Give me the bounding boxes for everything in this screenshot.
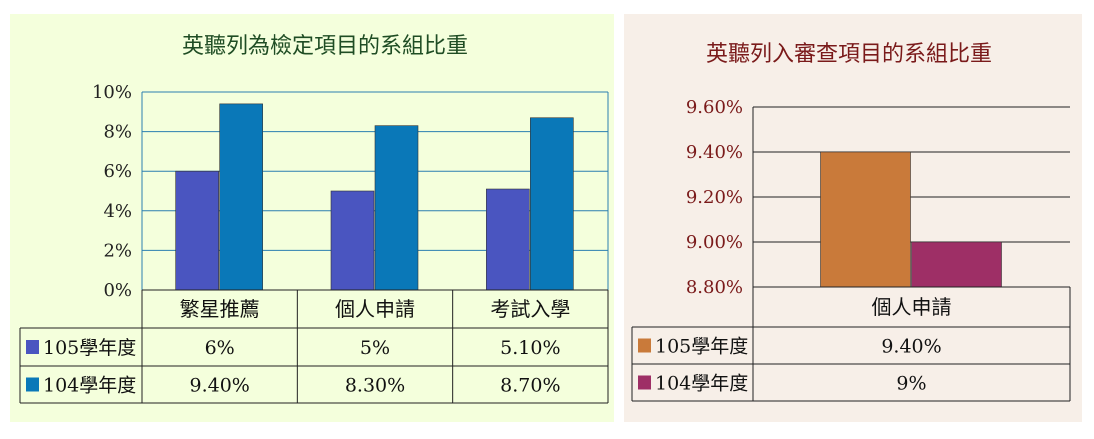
bar bbox=[911, 241, 1002, 288]
legend-swatch bbox=[26, 340, 39, 354]
bar bbox=[374, 125, 419, 291]
bar bbox=[219, 103, 263, 291]
y-tick-label: 6% bbox=[103, 161, 132, 182]
legend-label: 104學年度 bbox=[655, 373, 748, 395]
bar bbox=[820, 151, 911, 288]
data-label: 9.40% bbox=[881, 336, 941, 358]
y-tick-label: 2% bbox=[103, 240, 132, 261]
chart-title: 英聽列為檢定項目的系組比重 bbox=[182, 34, 469, 59]
legend-swatch bbox=[638, 338, 651, 353]
bar bbox=[330, 190, 375, 291]
data-label: 8.70% bbox=[500, 375, 560, 397]
legend-swatch bbox=[638, 375, 651, 390]
legend-label: 105學年度 bbox=[43, 337, 136, 359]
x-category-label: 個人申請 bbox=[872, 295, 952, 319]
y-tick-label: 8.80% bbox=[686, 277, 743, 298]
y-tick-label: 8% bbox=[103, 122, 132, 143]
data-label: 9.40% bbox=[189, 375, 249, 397]
x-category-label: 考試入學 bbox=[490, 297, 570, 321]
bar bbox=[175, 170, 219, 291]
data-label: 9% bbox=[896, 373, 926, 395]
right-chart-panel: 英聽列入審查項目的系組比重 bbox=[624, 14, 1082, 422]
data-label: 8.30% bbox=[345, 375, 405, 397]
y-tick-label: 0% bbox=[103, 280, 132, 301]
y-tick-label: 4% bbox=[103, 201, 132, 222]
legend-label: 104學年度 bbox=[43, 375, 136, 397]
data-label: 6% bbox=[205, 337, 235, 359]
data-label: 5% bbox=[360, 337, 390, 359]
legend-label: 105學年度 bbox=[655, 336, 748, 358]
y-tick-label: 9.40% bbox=[686, 142, 743, 163]
y-tick-label: 9.20% bbox=[686, 187, 743, 208]
legend-swatch bbox=[26, 377, 39, 392]
data-label: 5.10% bbox=[500, 337, 560, 359]
x-category-label: 個人申請 bbox=[335, 297, 415, 321]
chart-title: 英聽列入審查項目的系組比重 bbox=[706, 42, 993, 67]
y-tick-label: 9.00% bbox=[686, 232, 743, 253]
y-tick-label: 9.60% bbox=[686, 97, 743, 118]
bar bbox=[486, 188, 530, 291]
y-tick-label: 10% bbox=[92, 82, 132, 103]
x-category-label: 繁星推薦 bbox=[180, 297, 260, 321]
bar bbox=[530, 117, 574, 291]
